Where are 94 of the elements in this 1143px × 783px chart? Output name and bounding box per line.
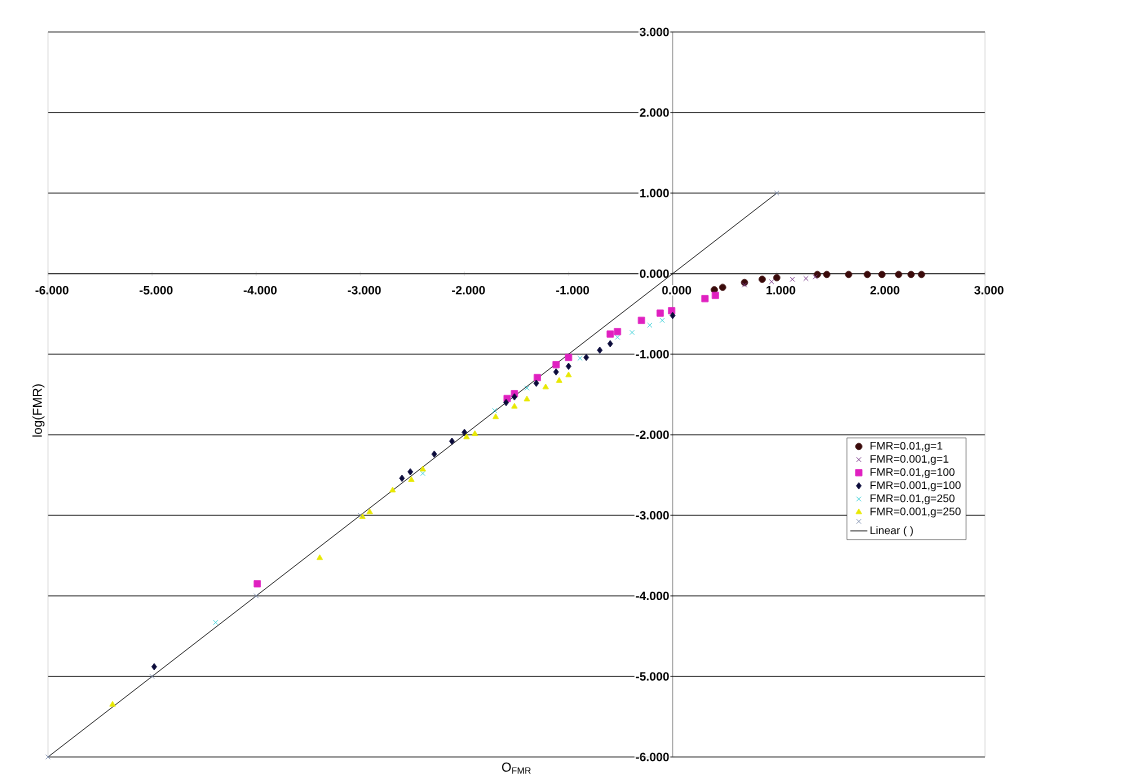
point	[556, 377, 563, 383]
point	[524, 385, 530, 391]
x-tick-label: 2.000	[870, 285, 900, 295]
point	[511, 402, 518, 409]
x-tick-label: -3.000	[347, 285, 381, 295]
x-tick-label: 3.000	[974, 285, 1004, 295]
point	[719, 283, 727, 291]
point	[419, 465, 426, 472]
point	[463, 433, 470, 440]
y-tick-label: 2.000	[639, 108, 669, 117]
point	[774, 190, 780, 196]
point	[606, 330, 614, 338]
y-tick-label: -3.000	[635, 511, 669, 520]
point	[613, 328, 622, 336]
point	[907, 270, 915, 279]
point	[758, 275, 766, 283]
point	[253, 593, 259, 599]
legend-label: FMR=0.001,g=250	[870, 507, 961, 518]
point	[533, 379, 540, 387]
point	[212, 619, 219, 626]
point	[711, 291, 719, 299]
y-tick-label: -6.000	[635, 752, 669, 762]
point	[917, 270, 926, 279]
point	[399, 474, 405, 482]
x-tick-label: -1.000	[556, 285, 590, 295]
point	[812, 274, 818, 280]
point	[431, 450, 438, 458]
point	[366, 508, 373, 515]
point	[407, 468, 414, 476]
y-tick-label: 3.000	[639, 27, 669, 37]
point	[565, 371, 572, 378]
point	[533, 373, 541, 382]
point	[553, 368, 559, 376]
x-tick-label: 0.000	[662, 285, 692, 295]
point	[895, 270, 903, 279]
y-tick-label: -5.000	[635, 672, 669, 681]
legend-label: FMR=0.001,g=1	[870, 455, 949, 465]
point	[656, 309, 664, 317]
point	[408, 476, 415, 482]
point	[878, 270, 886, 279]
x-tick-label: 1.000	[766, 285, 796, 295]
y-tick-label: -1.000	[635, 349, 669, 359]
point	[471, 430, 479, 436]
point	[583, 353, 590, 362]
point	[552, 361, 560, 369]
x-tick-label: -5.000	[139, 285, 173, 295]
point	[449, 437, 455, 445]
point	[637, 316, 646, 324]
point	[710, 286, 718, 294]
point	[492, 413, 499, 420]
point	[597, 346, 603, 354]
point	[845, 270, 853, 279]
point	[647, 322, 653, 328]
y-tick-label: 0.000	[639, 269, 669, 278]
point	[151, 663, 157, 671]
y-axis-title: log(FMR)	[32, 384, 45, 437]
legend-label: FMR=0.001,g=100	[870, 481, 961, 492]
point	[389, 486, 396, 493]
x-tick-label: -4.000	[243, 285, 277, 295]
point	[577, 355, 583, 361]
point	[803, 275, 809, 282]
point	[823, 270, 831, 279]
point	[607, 340, 613, 348]
point	[701, 295, 709, 303]
point	[863, 270, 871, 279]
point	[109, 701, 116, 707]
point	[659, 317, 665, 324]
point	[773, 274, 781, 282]
point	[523, 395, 531, 402]
x-tick-label: -6.000	[35, 285, 69, 295]
point	[741, 282, 748, 288]
point	[542, 383, 549, 390]
point	[253, 580, 261, 588]
point	[149, 673, 155, 680]
y-tick-label: -4.000	[635, 591, 669, 601]
y-tick-label: 1.000	[640, 188, 669, 198]
point	[629, 329, 635, 336]
point	[614, 334, 621, 340]
point	[461, 428, 468, 436]
y-tick-label: -2.000	[635, 430, 669, 439]
point	[316, 554, 323, 561]
legend-label: FMR=0.01,g=100	[870, 468, 955, 479]
point	[565, 362, 572, 370]
point	[789, 276, 796, 282]
legend-label: FMR=0.01,g=250	[870, 494, 955, 505]
x-tick-label: -2.000	[451, 285, 485, 295]
legend-label: FMR=0.01,g=1	[870, 441, 943, 452]
point	[564, 353, 573, 362]
point	[491, 407, 498, 414]
point	[669, 311, 676, 320]
legend-label: Linear ( )	[870, 526, 913, 537]
point	[768, 279, 775, 285]
x-axis-title: O$_{FMR}$	[502, 762, 531, 774]
point	[420, 470, 426, 477]
